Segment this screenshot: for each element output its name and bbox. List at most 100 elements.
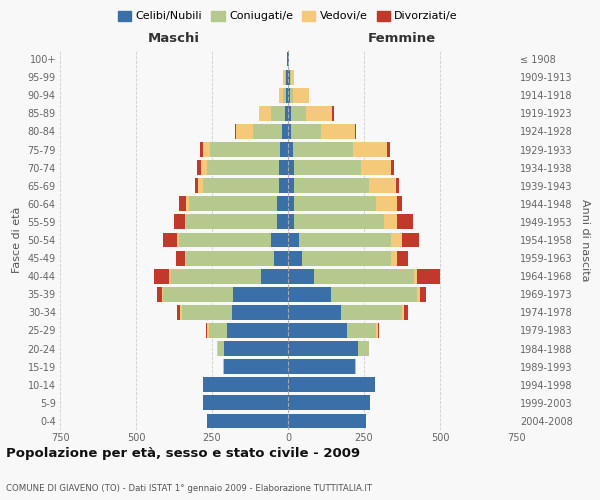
Bar [186, 196, 189, 211]
Bar [293, 142, 353, 157]
Bar [294, 160, 361, 175]
Bar [288, 106, 291, 121]
Bar [288, 250, 302, 266]
Bar [397, 214, 413, 230]
Bar [279, 178, 288, 193]
Bar [288, 396, 370, 410]
Bar [322, 124, 355, 139]
Bar [397, 196, 402, 211]
Bar [203, 178, 279, 193]
Bar [288, 232, 299, 248]
Bar [283, 70, 285, 84]
Bar [294, 178, 368, 193]
Bar [179, 232, 271, 248]
Bar [291, 106, 306, 121]
Bar [397, 250, 408, 266]
Bar [288, 142, 293, 157]
Bar [288, 305, 341, 320]
Bar [384, 214, 397, 230]
Bar [417, 287, 420, 302]
Bar [235, 124, 236, 139]
Bar [274, 250, 288, 266]
Bar [271, 232, 288, 248]
Bar [355, 124, 356, 139]
Bar [290, 70, 291, 84]
Bar [391, 232, 402, 248]
Bar [288, 414, 365, 428]
Bar [294, 214, 384, 230]
Bar [347, 323, 376, 338]
Bar [288, 269, 314, 283]
Bar [288, 124, 291, 139]
Bar [396, 178, 399, 193]
Bar [200, 142, 203, 157]
Bar [414, 269, 417, 283]
Bar [277, 214, 288, 230]
Bar [294, 196, 376, 211]
Bar [154, 269, 169, 283]
Bar [288, 88, 290, 102]
Bar [288, 196, 294, 211]
Text: COMUNE DI GIAVENO (TO) - Dati ISTAT 1° gennaio 2009 - Elaborazione TUTTITALIA.IT: COMUNE DI GIAVENO (TO) - Dati ISTAT 1° g… [6, 484, 372, 493]
Bar [288, 214, 294, 230]
Bar [233, 287, 288, 302]
Bar [203, 142, 211, 157]
Bar [291, 124, 322, 139]
Bar [259, 106, 271, 121]
Bar [420, 287, 427, 302]
Bar [299, 232, 391, 248]
Bar [197, 160, 202, 175]
Bar [203, 378, 288, 392]
Bar [331, 287, 417, 302]
Bar [179, 196, 186, 211]
Bar [163, 287, 233, 302]
Bar [306, 106, 332, 121]
Bar [288, 52, 289, 66]
Bar [404, 305, 408, 320]
Bar [279, 160, 288, 175]
Bar [277, 196, 288, 211]
Bar [417, 269, 440, 283]
Bar [288, 70, 290, 84]
Bar [286, 70, 288, 84]
Bar [203, 396, 288, 410]
Bar [185, 250, 186, 266]
Bar [293, 88, 309, 102]
Bar [391, 250, 397, 266]
Bar [186, 250, 274, 266]
Bar [287, 52, 288, 66]
Bar [361, 160, 391, 175]
Bar [288, 178, 294, 193]
Bar [186, 214, 277, 230]
Bar [332, 106, 334, 121]
Text: Popolazione per età, sesso e stato civile - 2009: Popolazione per età, sesso e stato civil… [6, 448, 360, 460]
Bar [288, 160, 294, 175]
Bar [285, 70, 286, 84]
Bar [302, 250, 391, 266]
Legend: Celibi/Nubili, Coniugati/e, Vedovi/e, Divorziati/e: Celibi/Nubili, Coniugati/e, Vedovi/e, Di… [113, 6, 463, 26]
Bar [169, 269, 171, 283]
Bar [260, 269, 288, 283]
Bar [288, 323, 347, 338]
Bar [288, 378, 374, 392]
Bar [341, 305, 402, 320]
Bar [377, 323, 379, 338]
Bar [177, 232, 179, 248]
Bar [208, 414, 288, 428]
Bar [163, 232, 177, 248]
Bar [177, 305, 180, 320]
Bar [195, 178, 199, 193]
Bar [288, 341, 358, 356]
Bar [286, 88, 288, 102]
Bar [218, 341, 224, 356]
Bar [387, 142, 390, 157]
Bar [199, 178, 203, 193]
Bar [279, 88, 283, 102]
Bar [206, 323, 208, 338]
Bar [217, 341, 218, 356]
Bar [290, 88, 293, 102]
Bar [182, 305, 232, 320]
Y-axis label: Anni di nascita: Anni di nascita [580, 198, 590, 281]
Bar [232, 305, 288, 320]
Bar [368, 178, 396, 193]
